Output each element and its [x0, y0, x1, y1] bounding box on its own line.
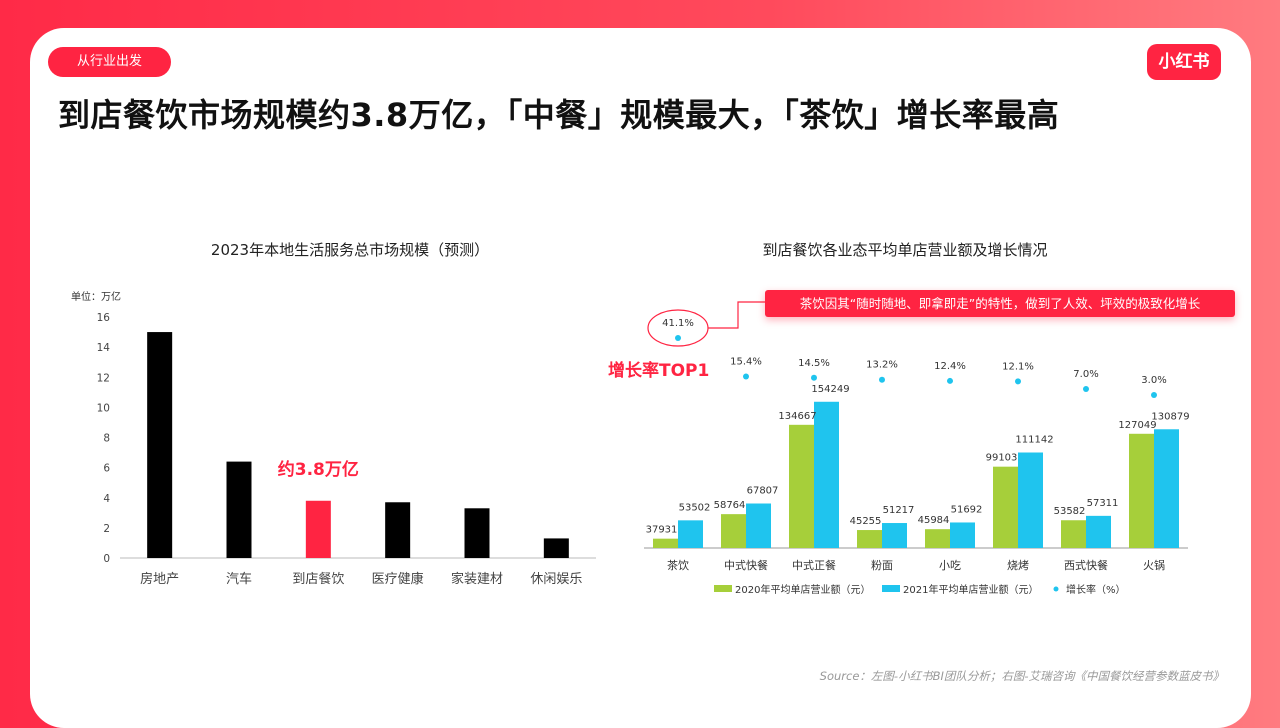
label-2021: 53502 [679, 502, 711, 513]
growth-label: 13.2% [866, 360, 898, 371]
right-xtick-label: 茶饮 [667, 559, 689, 572]
right-xtick-label: 西式快餐 [1064, 558, 1108, 572]
bar-2020 [925, 529, 950, 548]
legend-swatch [1053, 586, 1059, 592]
bar-2021 [1154, 429, 1179, 548]
growth-label: 14.5% [798, 358, 830, 369]
growth-dot [1151, 392, 1157, 398]
growth-label: 15.4% [730, 356, 762, 367]
growth-label: 41.1% [662, 318, 694, 329]
label-2020: 127049 [1118, 420, 1156, 431]
right-chart-title: 到店餐饮各业态平均单店营业额及增长情况 [762, 241, 1048, 259]
bar-2020 [721, 514, 746, 548]
bar-2020 [653, 538, 678, 548]
bar-2020 [857, 530, 882, 548]
left-xtick-label: 房地产 [140, 571, 179, 587]
page-title: 到店餐饮市场规模约3.8万亿，「中餐」规模最大，「茶饮」增长率最高 [58, 96, 1060, 134]
label-2021: 130879 [1151, 411, 1189, 422]
legend-label: 2021年平均单店营业额（元） [903, 583, 1038, 596]
right-xtick-label: 小吃 [939, 559, 961, 572]
tea-callout: 茶饮因其“随时随地、即拿即走”的特性，做到了人效、坪效的极致化增长 [765, 290, 1235, 317]
left-chart-title: 2023年本地生活服务总市场规模（预测） [210, 241, 490, 259]
legend-label: 增长率（%） [1066, 583, 1126, 596]
label-2020: 37931 [646, 525, 678, 536]
legend-label: 2020年平均单店营业额（元） [735, 583, 870, 596]
growth-top1-badge: 增长率TOP1 [608, 361, 710, 381]
growth-label: 7.0% [1073, 369, 1098, 380]
bar-2021 [1018, 452, 1043, 548]
left-bar [147, 332, 173, 558]
left-ytick-label: 4 [103, 493, 110, 505]
left-ytick-label: 14 [97, 342, 111, 354]
left-ytick-label: 16 [97, 312, 111, 324]
label-2021: 67807 [747, 486, 779, 497]
label-2020: 53582 [1054, 506, 1086, 517]
growth-dot [675, 335, 681, 341]
growth-dot [1015, 378, 1021, 385]
left-bar [385, 502, 411, 558]
left-ytick-label: 10 [97, 402, 110, 414]
label-2020: 45255 [850, 516, 882, 527]
growth-label: 12.4% [934, 361, 966, 372]
bar-2021 [950, 522, 975, 548]
growth-label: 12.1% [1002, 361, 1034, 372]
label-2021: 57311 [1087, 498, 1119, 509]
bar-2021 [678, 520, 703, 548]
label-2020: 58764 [714, 500, 746, 511]
bar-2021 [882, 523, 907, 548]
label-2020: 134667 [778, 411, 816, 422]
right-xtick-label: 烧烤 [1007, 558, 1029, 572]
left-xtick-label: 休闲娱乐 [530, 572, 582, 587]
left-unit-label: 单位：万亿 [71, 290, 121, 303]
label-2020: 99103 [986, 453, 1018, 464]
source-note: Source：左图-小红书BI团队分析；右图-艾瑞咨询《中国餐饮经营参数蓝皮书》 [819, 669, 1224, 683]
right-xtick-label: 中式正餐 [792, 558, 836, 572]
label-2020: 45984 [918, 515, 950, 526]
growth-dot [811, 374, 817, 381]
section-tag: 从行业出发 [48, 47, 171, 77]
label-2021: 154249 [811, 384, 849, 395]
label-2021: 111142 [1015, 435, 1053, 446]
bar-2020 [1061, 520, 1086, 548]
right-xtick-label: 粉面 [871, 559, 893, 572]
left-ytick-label: 6 [103, 463, 110, 475]
left-bar [543, 538, 569, 558]
left-bar [464, 508, 490, 558]
left-bar [226, 461, 252, 558]
right-xtick-label: 中式快餐 [724, 558, 768, 572]
left-ytick-label: 8 [103, 433, 110, 445]
bar-2021 [814, 401, 839, 548]
growth-dot [879, 376, 885, 383]
left-xtick-label: 汽车 [226, 571, 252, 587]
left-xtick-label: 医疗健康 [372, 571, 424, 587]
bar-2021 [1086, 515, 1111, 548]
legend-swatch [882, 585, 900, 592]
growth-dot [743, 373, 749, 380]
left-xtick-label: 到店餐饮 [292, 571, 344, 587]
growth-dot [1083, 386, 1089, 393]
right-xtick-label: 火锅 [1143, 559, 1165, 572]
left-xtick-label: 家装建材 [451, 571, 503, 587]
bar-2020 [789, 424, 814, 548]
left-annotation: 约3.8万亿 [278, 459, 359, 480]
bar-2020 [1129, 433, 1154, 548]
growth-label: 3.0% [1141, 375, 1166, 386]
bar-2021 [746, 503, 771, 548]
xiaohongshu-logo: 小红书 [1147, 44, 1221, 80]
left-ytick-label: 2 [103, 523, 110, 535]
label-2021: 51692 [951, 504, 983, 515]
legend-swatch [714, 585, 732, 592]
bar-2020 [993, 466, 1018, 548]
content-card [30, 28, 1251, 728]
label-2021: 51217 [883, 505, 915, 516]
left-ytick-label: 12 [97, 372, 110, 384]
growth-dot [947, 377, 953, 384]
left-bar [305, 500, 331, 558]
callout-connector [708, 301, 765, 329]
left-ytick-label: 0 [103, 553, 110, 565]
